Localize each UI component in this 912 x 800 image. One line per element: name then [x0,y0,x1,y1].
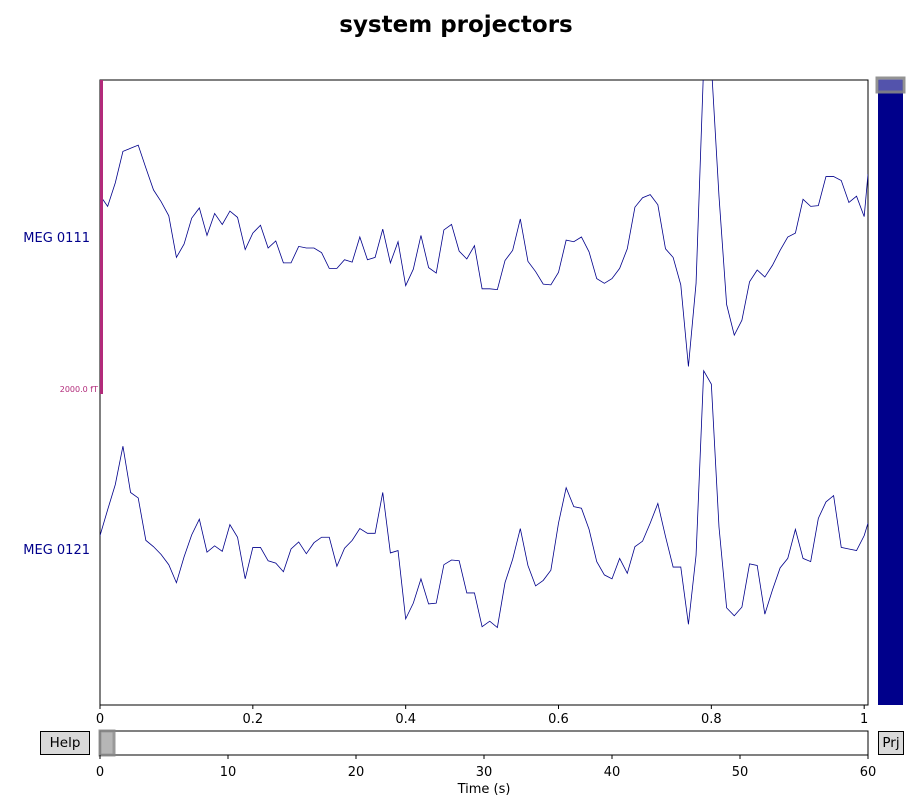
time-axis-label: Time (s) [457,782,511,797]
trace-meg-0111[interactable] [100,64,868,367]
channel-scrollbar-thumb[interactable] [875,76,906,94]
traces-x-ticks: 0 0.2 0.4 0.6 0.8 1 [96,705,868,727]
scroll-tick-label: 50 [732,765,749,780]
x-tick-label: 0.6 [548,712,569,727]
traces-layer [100,64,868,629]
channel-label-meg-0121[interactable]: MEG 0121 [23,543,90,558]
help-button[interactable]: Help [40,731,90,755]
trace-meg-0121[interactable] [100,369,868,629]
scroll-tick-label: 40 [604,765,621,780]
scale-bar-label: 2000.0 fT [60,385,98,394]
x-tick-label: 0.4 [395,712,416,727]
time-scroll-x-ticks: 0 10 20 30 40 50 60 [96,755,876,780]
channel-scrollbar-fill[interactable] [878,80,903,705]
scroll-tick-label: 10 [220,765,237,780]
x-tick-label: 1 [860,712,868,727]
x-tick-label: 0 [96,712,104,727]
scroll-tick-label: 30 [476,765,493,780]
projectors-button[interactable]: Prj [878,731,904,755]
scroll-tick-label: 60 [860,765,877,780]
figure-title: system projectors [339,12,573,38]
time-scrollbar-window[interactable] [98,729,116,757]
channel-label-meg-0111[interactable]: MEG 0111 [23,231,90,246]
time-scrollbar-track[interactable] [99,730,869,756]
traces-axes-frame[interactable] [99,79,869,706]
x-tick-label: 0.2 [242,712,263,727]
scroll-tick-label: 20 [348,765,365,780]
x-tick-label: 0.8 [701,712,722,727]
scroll-tick-label: 0 [96,765,104,780]
